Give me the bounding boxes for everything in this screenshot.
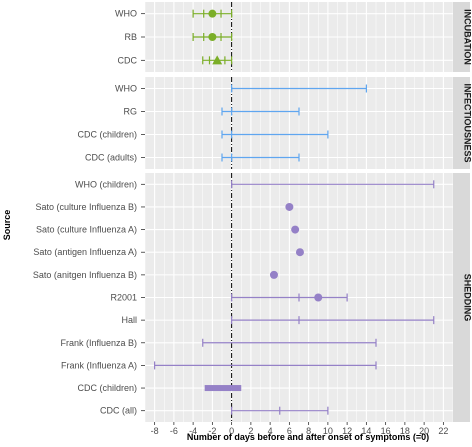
row-label: RB — [124, 32, 137, 42]
row-label: Frank (Influenza A) — [61, 360, 137, 370]
row-label: RG — [124, 107, 138, 117]
data-row: CDC (children) — [77, 130, 329, 140]
chart-panels: INCUBATION WHO RB CDC INFECTIOUSNESS WHO RG CDC… — [33, 2, 472, 422]
data-row: Frank (Influenza B) — [60, 338, 377, 348]
point-marker — [291, 225, 300, 234]
x-tick-label: 20 — [419, 426, 429, 436]
facet-shedding: SHEDDING WHO (children) Sato (culture Infl… — [33, 173, 472, 422]
point-marker-triangle — [212, 55, 223, 65]
data-row: CDC (all) — [100, 406, 329, 416]
row-label: R2001 — [110, 293, 137, 303]
row-label: WHO — [115, 9, 137, 19]
data-row: Sato (anitgen Influenza B) — [33, 270, 278, 280]
interval-bar — [204, 385, 242, 392]
point-marker — [285, 202, 294, 211]
data-row: Sato (culture Influenza A) — [36, 225, 300, 235]
point-marker — [314, 293, 323, 302]
x-tick-label: 22 — [438, 426, 448, 436]
data-row: CDC (children) — [77, 383, 242, 393]
data-row: R2001 — [110, 293, 348, 303]
data-row: RB — [124, 32, 233, 42]
x-tick-label: 18 — [400, 426, 410, 436]
facet-strip-label: SHEDDING — [463, 274, 472, 322]
facet-strip-label: INCUBATION — [463, 9, 472, 65]
x-tick-label: 6 — [287, 426, 292, 436]
row-label: Sato (anitgen Influenza B) — [33, 270, 137, 280]
data-row: Sato (culture Influenza B) — [35, 202, 294, 212]
x-tick-label: 14 — [361, 426, 371, 436]
row-label: Sato (culture Influenza B) — [35, 202, 137, 212]
row-label: CDC — [118, 55, 138, 65]
y-axis-title: Source — [2, 210, 12, 241]
facet-infectiousness: INFECTIOUSNESS WHO RG CDC (children) CDC (ad… — [77, 77, 472, 169]
data-row: CDC — [118, 55, 233, 65]
x-tick-label: -8 — [151, 426, 159, 436]
data-row: CDC (adults) — [85, 153, 300, 163]
row-label: CDC (all) — [100, 406, 137, 416]
data-row: Hall — [121, 315, 435, 325]
facet-strip — [453, 2, 470, 72]
data-row: RG — [124, 107, 300, 117]
point-marker — [208, 9, 217, 18]
x-tick-label: 12 — [342, 426, 352, 436]
facet-strip-label: INFECTIOUSNESS — [463, 83, 472, 162]
data-row: Frank (Influenza A) — [61, 360, 377, 370]
data-row: WHO — [115, 9, 233, 19]
row-label: Frank (Influenza B) — [60, 338, 137, 348]
point-marker — [208, 33, 217, 41]
data-row: WHO — [115, 84, 367, 94]
row-label: Sato (culture Influenza A) — [36, 225, 137, 235]
data-row: Sato (antigen Influenza A) — [33, 247, 304, 257]
x-tick-label: -2 — [208, 426, 216, 436]
x-axis-title: Number of days before and after onset of… — [187, 432, 429, 442]
row-label: Hall — [121, 315, 137, 325]
x-tick-label: 10 — [323, 426, 333, 436]
x-tick-label: -6 — [170, 426, 178, 436]
row-label: CDC (children) — [77, 383, 137, 393]
row-label: Sato (antigen Influenza A) — [33, 247, 137, 257]
facet-incubation: INCUBATION WHO RB CDC — [115, 2, 472, 72]
x-axis: -8 -6 -4 -2 0 2 4 6 8 10 12 14 16 18 20 22 — [151, 422, 448, 436]
row-label: CDC (adults) — [85, 153, 137, 163]
point-marker — [269, 270, 278, 279]
x-tick-label: 8 — [306, 426, 311, 436]
x-tick-label: 16 — [381, 426, 391, 436]
x-tick-label: -4 — [189, 426, 197, 436]
x-tick-label: 2 — [248, 426, 253, 436]
facet-strip — [453, 77, 470, 169]
facet-strip — [453, 173, 470, 422]
row-label: WHO — [115, 84, 137, 94]
row-label: CDC (children) — [77, 130, 137, 140]
x-tick-label: 4 — [268, 426, 273, 436]
x-tick-label: 0 — [229, 426, 234, 436]
point-marker — [295, 248, 304, 257]
data-row: WHO (children) — [75, 179, 435, 189]
row-label: WHO (children) — [75, 179, 137, 189]
